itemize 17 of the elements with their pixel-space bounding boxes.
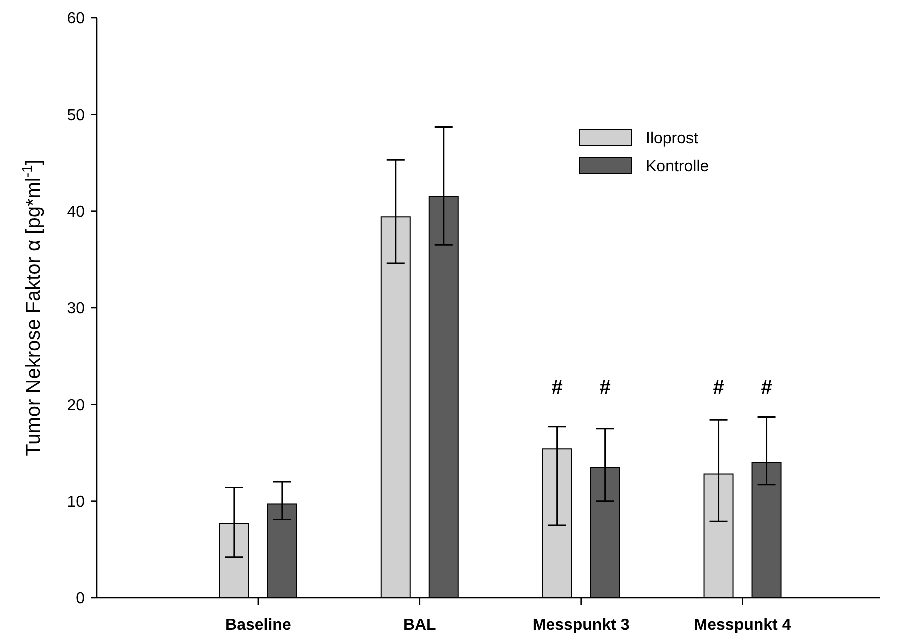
legend-label: Iloprost [646, 130, 700, 148]
legend-label: Kontrolle [646, 158, 710, 176]
x-tick-label: BAL [403, 617, 437, 634]
y-tick-label: 0 [76, 590, 86, 608]
y-tick-label: 10 [67, 494, 86, 511]
y-tick-label: 60 [67, 10, 86, 28]
y-tick-label: 30 [67, 300, 86, 318]
x-tick-label: Baseline [226, 617, 292, 634]
x-tick-label: Messpunkt 4 [694, 617, 792, 634]
x-tick-label: Messpunkt 3 [532, 617, 630, 634]
annotation: # [600, 377, 611, 400]
annotation: # [761, 377, 772, 400]
y-tick-label: 20 [67, 397, 86, 414]
y-tick-label: 50 [67, 107, 86, 124]
y-tick-label: 40 [67, 204, 86, 221]
annotation: # [713, 377, 724, 400]
annotation: # [552, 377, 563, 400]
